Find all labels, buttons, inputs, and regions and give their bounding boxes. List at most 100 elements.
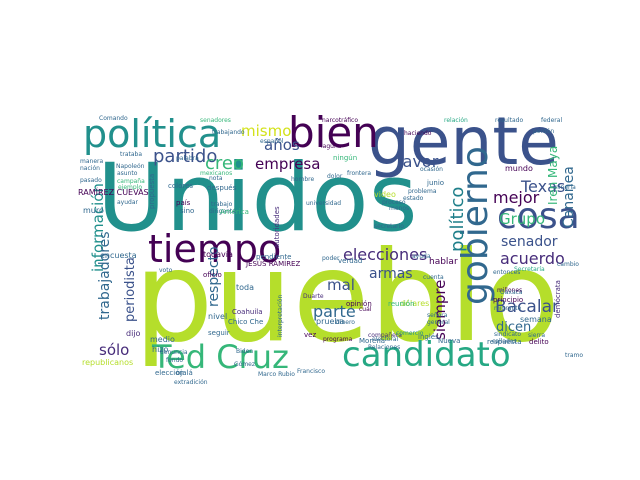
cloud-word: Biden	[236, 348, 253, 355]
cloud-word: Grupo	[499, 210, 545, 228]
cloud-word: general	[427, 319, 450, 326]
cloud-word: ojalá	[176, 369, 193, 377]
cloud-word: demócrata	[554, 280, 562, 318]
cloud-word: años	[264, 136, 300, 154]
cloud-word: extradición	[174, 379, 208, 386]
cloud-word: señora	[427, 312, 448, 319]
cloud-word: cuenta	[423, 274, 444, 281]
cloud-word: migrante	[494, 305, 522, 312]
cloud-word: JESÚS RAMÍREZ	[245, 259, 300, 268]
cloud-word: estado	[403, 195, 424, 202]
cloud-word: minería	[553, 184, 576, 191]
cloud-word: principio	[493, 296, 523, 304]
cloud-word: periodista	[123, 257, 138, 322]
cloud-word: video	[374, 190, 396, 199]
cloud-word: gente	[368, 103, 559, 180]
cloud-word: programa	[323, 336, 353, 343]
cloud-word: cambio	[557, 261, 579, 268]
cloud-word: elección	[155, 369, 184, 377]
cloud-word: muro	[83, 206, 104, 215]
cloud-word: mal	[327, 276, 355, 294]
cloud-word: mundo	[505, 164, 533, 173]
cloud-word: trabajando	[212, 129, 245, 136]
cloud-word: Ted Cruz	[151, 338, 289, 376]
cloud-word: acuerdo	[500, 249, 565, 268]
cloud-word: electoral	[372, 336, 399, 343]
cloud-word: mexicanos	[200, 170, 232, 177]
cloud-word: dijo	[126, 329, 141, 338]
cloud-word: laguna	[321, 143, 342, 150]
cloud-word: candidato	[342, 335, 511, 375]
cloud-word: Texas	[520, 177, 565, 196]
cloud-word: encuesta	[100, 251, 137, 260]
cloud-word: partido	[153, 146, 217, 167]
cloud-word: después	[207, 184, 237, 192]
cloud-word: senador	[501, 234, 558, 250]
cloud-word: respecto	[206, 246, 222, 307]
cloud-word: problema	[408, 188, 437, 195]
cloud-word: dirigente	[209, 208, 236, 215]
cloud-word: poder	[322, 255, 340, 262]
cloud-word: entonces	[493, 269, 520, 276]
cloud-word: proceso	[382, 199, 406, 206]
cloud-word: político	[447, 187, 468, 252]
cloud-word: denuncia	[160, 349, 188, 356]
cloud-word: ayuda	[412, 253, 431, 260]
cloud-word: haciendo	[404, 130, 432, 137]
cloud-word: propuesta	[148, 174, 156, 209]
cloud-word: republicanos	[82, 358, 133, 367]
cloud-word: sino	[180, 207, 194, 215]
cloud-word: prueba	[316, 317, 344, 326]
cloud-word: pendiente	[256, 253, 291, 261]
cloud-word: Cananea	[561, 166, 577, 228]
cloud-word: compañera	[368, 332, 402, 339]
cloud-word: Morena	[359, 337, 385, 345]
cloud-word: mismo	[241, 122, 291, 140]
cloud-word: dinero	[336, 319, 355, 326]
cloud-word: vez	[304, 331, 316, 339]
cloud-word: pueblo	[134, 225, 560, 370]
cloud-word: español	[260, 138, 284, 145]
cloud-word: palabra	[176, 155, 199, 162]
cloud-word: ejemplo	[118, 184, 142, 191]
cloud-word: respuesta	[487, 338, 522, 346]
cloud-word: Francisco	[297, 368, 325, 375]
cloud-word: política	[83, 112, 221, 156]
cloud-word: fondo	[166, 357, 183, 364]
cloud-word: Oaxaca	[500, 289, 523, 296]
cloud-word: seguir	[208, 329, 230, 337]
cloud-word: autoridades	[273, 206, 281, 248]
cloud-word: dolor	[327, 173, 343, 180]
cloud-word: Unidos	[97, 144, 418, 253]
cloud-word: hizo	[152, 345, 168, 354]
cloud-word: Gómez	[234, 361, 255, 368]
cloud-word: empresa	[255, 155, 320, 173]
cloud-word: voto	[159, 267, 173, 274]
cloud-word: colores	[168, 182, 193, 190]
cloud-word: armas	[369, 266, 413, 282]
cloud-word: opinión	[346, 300, 372, 308]
cloud-word: Nueva	[438, 337, 460, 345]
cloud-word: mejor	[493, 188, 540, 207]
cloud-word: nación	[80, 165, 100, 172]
cloud-word: junio	[426, 179, 444, 187]
cloud-word: relación	[444, 117, 468, 124]
cloud-word: federal	[541, 117, 562, 124]
cloud-word: oficio	[203, 271, 222, 279]
cloud-word: gobierno	[455, 146, 496, 305]
cloud-word: ningún	[333, 154, 357, 162]
cloud-word: información	[89, 183, 107, 272]
cloud-word: Duarte	[303, 293, 324, 300]
cloud-word: dicen	[496, 320, 531, 335]
cloud-word: tramo	[565, 352, 583, 359]
cloud-word: Coahuila	[232, 308, 263, 316]
cloud-word: Bacalar	[495, 297, 559, 317]
cloud-word: medio	[150, 335, 175, 344]
cloud-word: RAMÍREZ CUEVAS	[78, 186, 149, 197]
cloud-word: todavía	[203, 250, 233, 259]
cloud-word: Relaciones	[368, 344, 400, 351]
cloud-word: nivel	[208, 312, 227, 321]
cloud-word: millones	[497, 287, 522, 294]
cloud-word: Comando	[99, 115, 128, 122]
